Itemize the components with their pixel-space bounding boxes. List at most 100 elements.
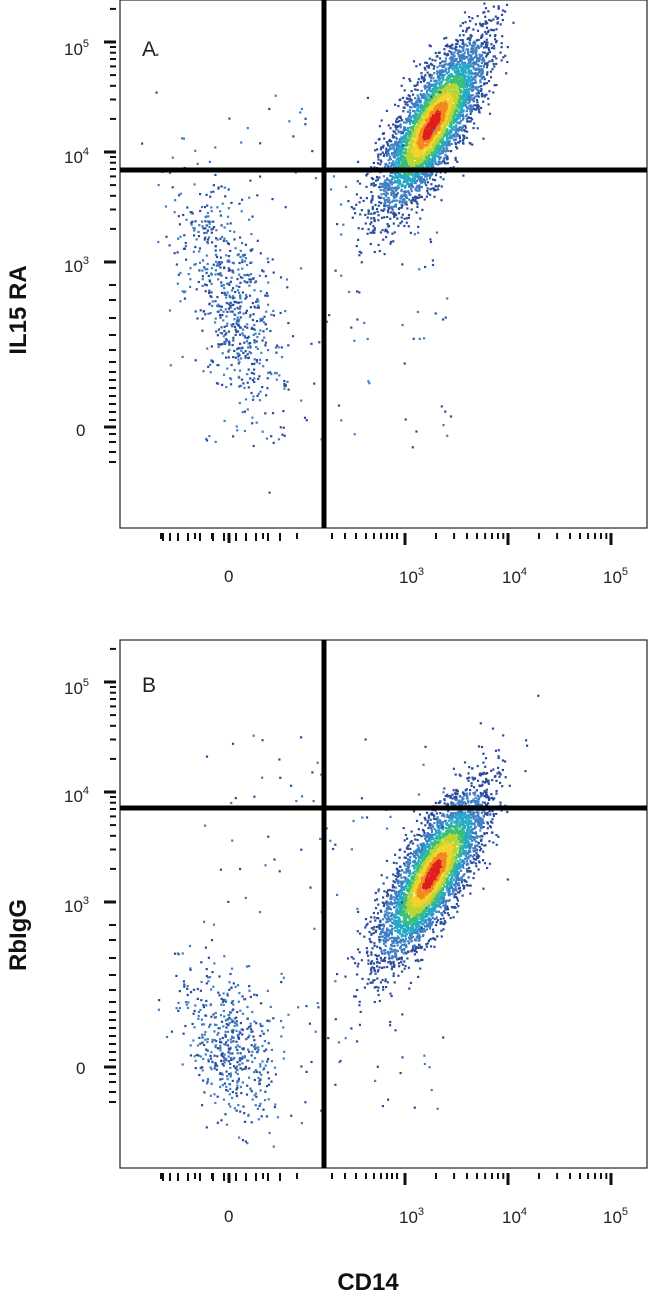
data-point [253,341,256,344]
data-point [246,326,249,329]
data-point [364,222,367,225]
data-point [429,160,432,163]
data-point [228,283,231,286]
data-point [383,181,386,184]
data-point [394,179,397,182]
data-point [437,145,440,148]
data-point [400,119,404,122]
data-point [420,186,423,189]
data-point [272,309,275,312]
data-point [255,359,258,362]
data-point [435,128,438,131]
data-point [442,158,445,161]
data-point [409,79,412,82]
data-point [226,282,229,285]
data-point [471,98,474,101]
data-point [228,294,231,297]
data-point [360,261,363,264]
data-point [456,95,459,98]
data-point [428,83,431,86]
data-point [424,68,427,71]
data-point [420,125,423,128]
data-point [405,217,408,220]
data-point [406,181,409,184]
data-point [403,186,407,189]
data-point [360,251,363,254]
data-point [215,264,218,267]
data-point [450,78,453,82]
data-point [220,274,223,277]
data-point [396,187,399,190]
data-point [270,313,273,316]
data-point [472,107,475,111]
data-point [418,113,421,116]
data-point [420,127,424,130]
data-point [419,137,422,141]
data-point [389,242,392,245]
data-point [186,206,189,209]
data-point [231,297,234,300]
data-point [223,186,226,189]
data-point [424,84,427,87]
data-point [476,57,480,60]
data-point [458,49,461,52]
data-point [370,177,373,180]
data-point [467,54,470,57]
data-point [385,181,388,185]
data-point [470,76,473,79]
data-point [497,5,500,8]
data-point [440,185,443,188]
data-point [450,59,453,62]
data-point [217,310,220,313]
data-point [499,23,502,26]
data-point [448,97,451,101]
data-point [369,222,372,226]
data-point [403,166,406,169]
data-point [388,199,391,202]
data-point [433,156,436,159]
data-point [365,185,368,188]
data-point [396,181,399,184]
data-point [443,65,446,69]
data-point [421,132,425,135]
data-point [206,211,209,215]
data-point [263,315,266,318]
data-point [414,176,417,179]
data-point [240,357,243,360]
data-point [462,118,465,121]
data-point [444,98,447,101]
data-point [267,281,270,284]
data-point [427,120,430,123]
data-point [420,96,423,99]
data-point [406,101,409,104]
data-point [469,19,472,23]
data-point [392,199,395,202]
data-point [436,185,439,188]
data-point [444,69,447,73]
data-point [405,137,408,141]
data-point [446,76,449,79]
data-point [407,138,410,142]
data-point [434,132,437,135]
data-point [439,126,442,129]
data-point [401,149,404,152]
data-point [399,175,402,178]
data-point [455,72,458,75]
data-point [401,162,404,165]
data-point [480,54,484,57]
data-point [446,139,449,142]
data-point [425,152,428,155]
data-point [156,53,159,56]
data-point [379,153,382,156]
data-point [252,333,255,336]
data-point [438,57,442,60]
data-point [403,173,406,176]
data-point [405,132,408,135]
data-point [225,324,228,327]
data-point [469,36,472,39]
data-point [394,205,398,208]
data-point [217,278,220,281]
data-point [466,120,469,123]
data-point [390,193,393,197]
data-point [182,213,185,217]
